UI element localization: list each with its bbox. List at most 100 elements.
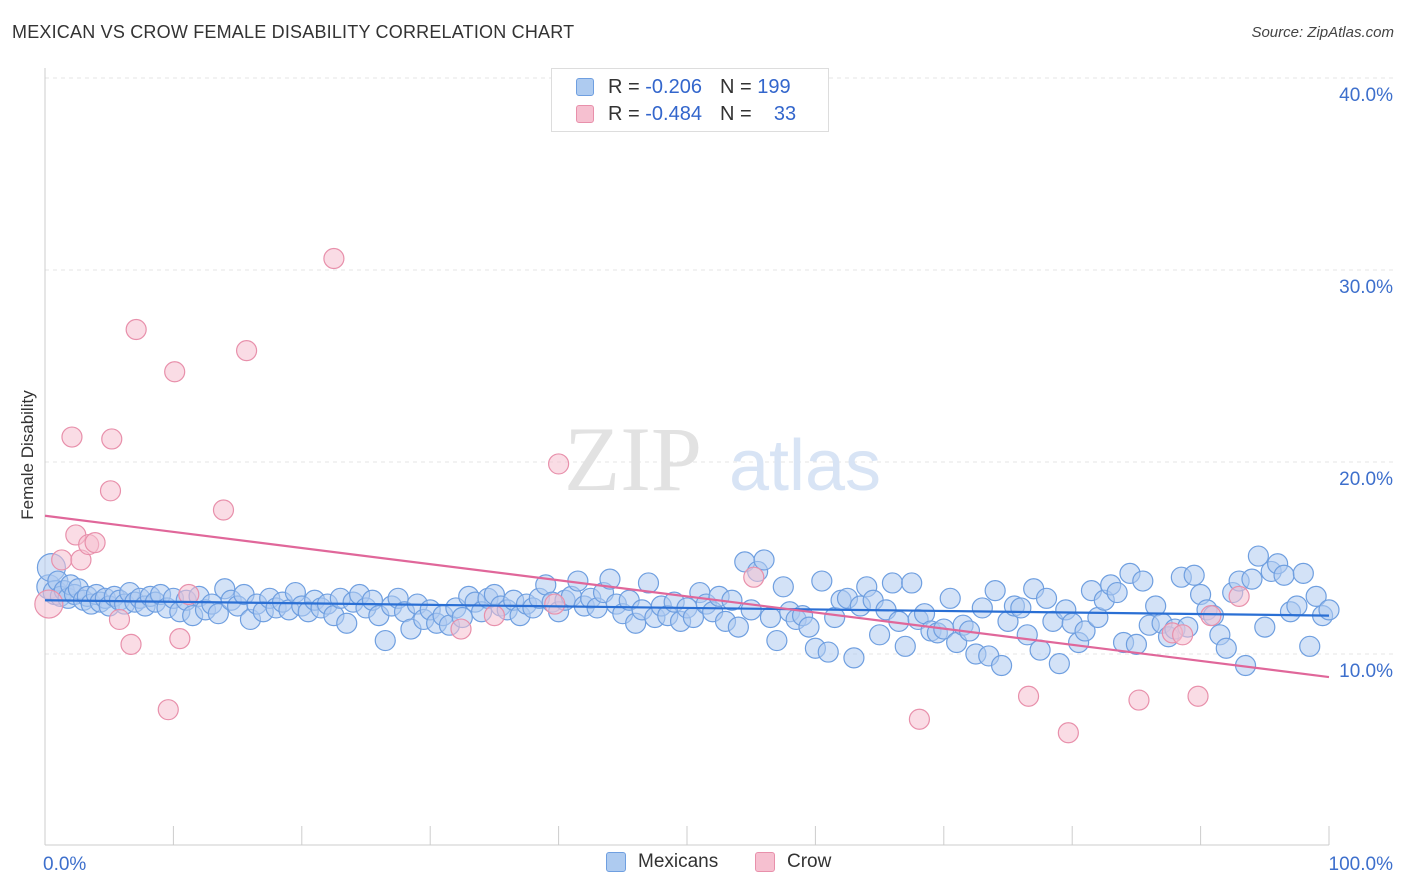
legend-n-label: N = [719, 102, 752, 125]
correlation-legend: R = -0.206 N = 199 R = -0.484 N = 33 [551, 68, 829, 132]
crow-point [101, 428, 123, 450]
mexicans-point [727, 616, 749, 638]
legend-r-value: -0.484 [645, 102, 702, 125]
mexicans-point [1010, 597, 1032, 619]
crow-point [1017, 685, 1040, 707]
crow-point [99, 480, 122, 502]
mexicans-point [753, 549, 775, 571]
mexicans-point [1125, 633, 1148, 656]
crow-point [547, 453, 570, 475]
crow-point [1057, 722, 1079, 744]
mexicans-point [894, 635, 916, 657]
crow-point [164, 361, 186, 383]
legend-n-label: N = [719, 75, 752, 98]
watermark: ZIP atlas [564, 408, 881, 510]
crow-point [212, 499, 235, 521]
mexicans-point [1132, 570, 1154, 592]
legend-row-mexicans: R = -0.206 N = 199 [576, 75, 791, 99]
mexicans-point [772, 576, 794, 598]
mexicans-point [798, 616, 820, 638]
legend-label-mexicans: Mexicans [638, 851, 719, 872]
legend-row-crow: R = -0.484 N = 33 [576, 102, 796, 126]
watermark-atlas: atlas [729, 426, 881, 506]
crow-point [743, 566, 765, 588]
legend-label-crow: Crow [787, 851, 832, 872]
legend-swatch-mexicans [606, 852, 626, 872]
mexicans-point [1305, 585, 1327, 608]
legend-n-value: 199 [757, 75, 791, 98]
tick-labels: 10.0% 20.0% 30.0% 40.0% 0.0% 100.0% [43, 85, 1393, 875]
mexicans-point [1299, 635, 1321, 657]
mexicans-point [817, 641, 839, 663]
legend-item-crow[interactable]: Crow [755, 851, 831, 873]
crow-point [34, 589, 64, 619]
crow-point [61, 426, 83, 448]
mexicans-point [1035, 587, 1058, 609]
mexicans-point [843, 647, 865, 669]
crow-point [235, 340, 258, 362]
y-tick-label: 40.0% [1339, 85, 1393, 106]
crow-point [120, 633, 142, 656]
mexicans-point [766, 629, 788, 652]
crow-point [450, 618, 472, 640]
mexicans-point [1048, 652, 1070, 675]
mexicans-point [939, 587, 961, 609]
mexicans-point [1286, 595, 1308, 617]
y-tick-label: 10.0% [1339, 661, 1393, 682]
crow-point [908, 708, 931, 730]
mexicans-point [1241, 568, 1263, 590]
legend-r-value: -0.206 [645, 75, 702, 98]
crow-point [169, 628, 191, 650]
axes [44, 68, 1330, 846]
crow-point [125, 318, 147, 341]
crow-point [1200, 604, 1222, 627]
watermark-zip: ZIP [564, 408, 702, 510]
crow-point [544, 593, 566, 615]
legend-swatch-crow [576, 105, 594, 123]
mexicans-point [336, 612, 358, 634]
mexicans-point [984, 580, 1006, 602]
crow-point [323, 247, 345, 270]
mexicans-point [1254, 616, 1276, 638]
mexicans-point [1029, 639, 1051, 661]
legend-item-mexicans[interactable]: Mexicans [606, 851, 718, 873]
mexicans-point [881, 572, 904, 594]
series-crow-points [34, 247, 1250, 744]
mexicans-point [1183, 564, 1205, 586]
mexicans-trend-line [44, 599, 1330, 617]
crow-trend-line [44, 514, 1330, 679]
mexicans-point [990, 654, 1013, 677]
legend-swatch-mexicans [576, 78, 594, 96]
crow-point [178, 583, 200, 606]
legend-n-value: 33 [773, 102, 797, 125]
mexicans-point [1247, 545, 1269, 567]
source-credit: Source: ZipAtlas.com [1251, 24, 1394, 41]
y-tick-label: 30.0% [1339, 277, 1393, 298]
mexicans-point [759, 606, 782, 629]
x-tick-label-max: 100.0% [1329, 854, 1394, 875]
mexicans-point [374, 629, 396, 652]
crow-point [1187, 685, 1209, 707]
mexicans-point [1074, 620, 1096, 642]
legend-swatch-crow [755, 852, 775, 872]
mexicans-point [971, 597, 993, 619]
mexicans-point [811, 570, 833, 592]
mexicans-point [868, 624, 891, 646]
crow-point [1172, 624, 1194, 646]
mexicans-point [599, 568, 621, 590]
series-mexicans-points [36, 545, 1340, 677]
crow-point [108, 608, 131, 631]
crow-point [1228, 585, 1250, 608]
trend-lines [44, 514, 1330, 679]
crow-point [157, 699, 179, 721]
crow-point [84, 532, 106, 554]
crow-point [51, 549, 73, 571]
series-legend: Mexicans Crow [0, 851, 1406, 877]
crow-point [483, 604, 505, 627]
x-tick-label-min: 0.0% [43, 854, 86, 875]
mexicans-point [637, 572, 660, 594]
mexicans-point [1215, 637, 1237, 659]
mexicans-point [1106, 581, 1128, 604]
mexicans-point [1292, 562, 1314, 584]
